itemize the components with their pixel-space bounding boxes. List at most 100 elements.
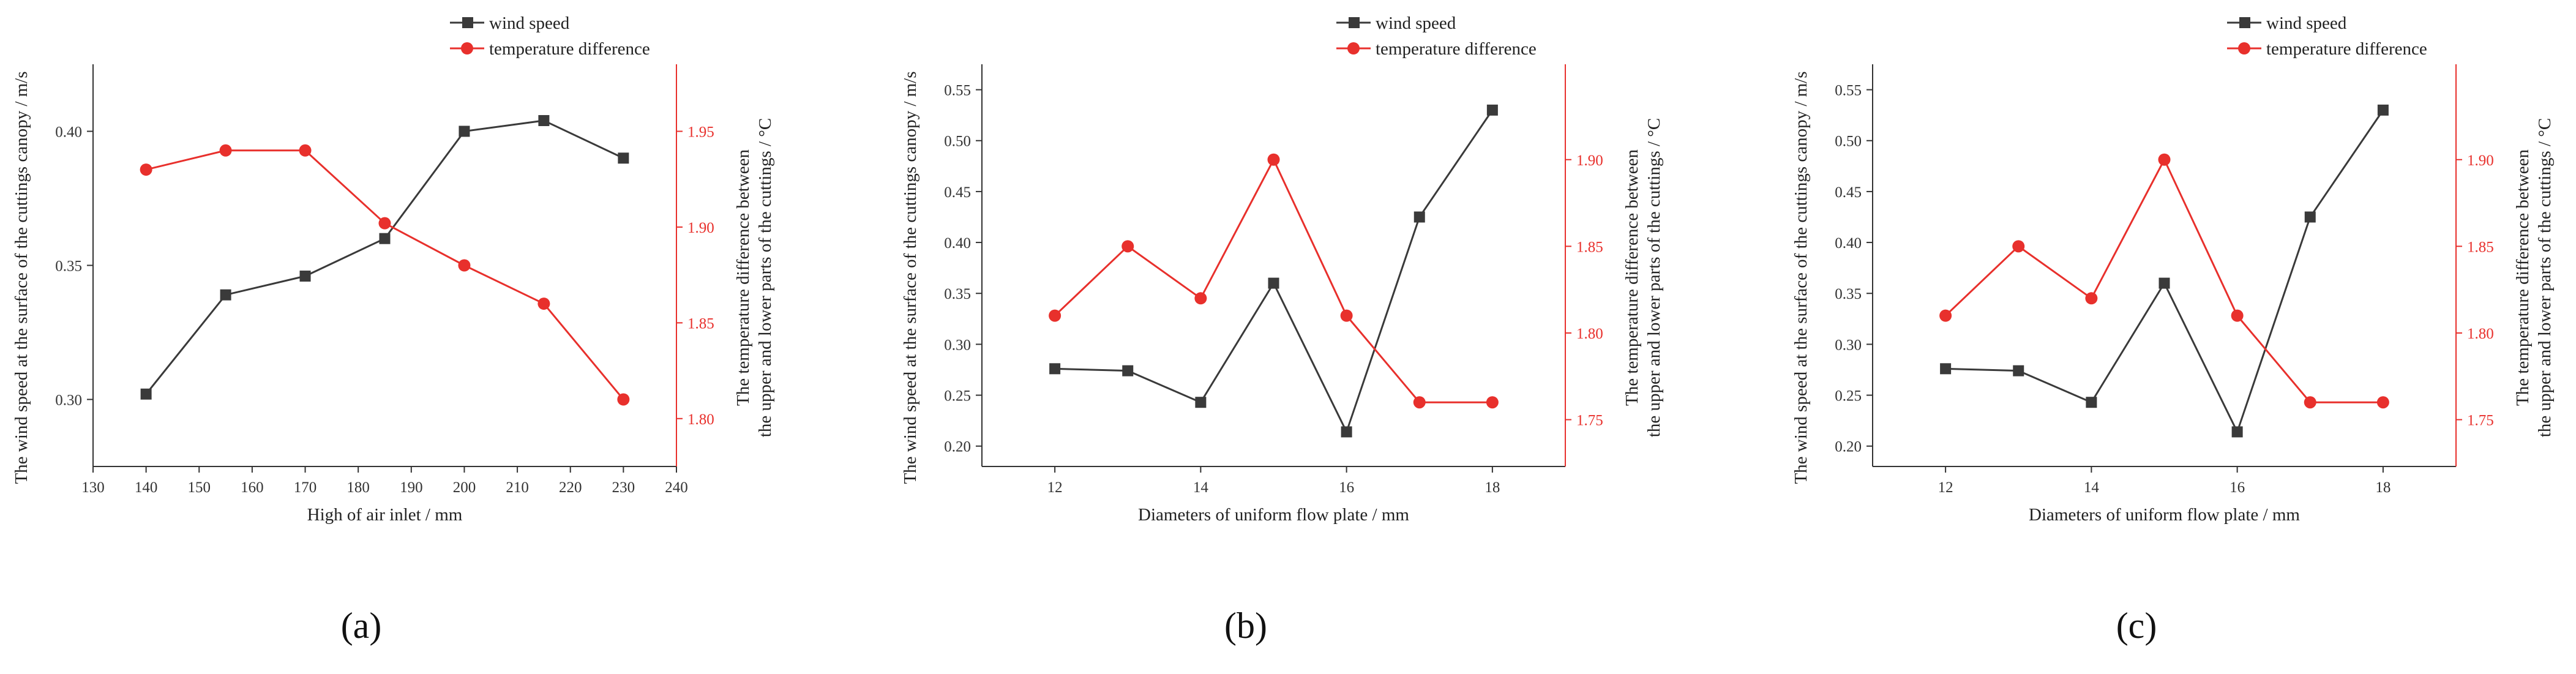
right-y-tick-label: 1.85 — [2467, 239, 2494, 255]
data-point-temperature-difference — [140, 163, 152, 176]
right-y-axis-label-line: the upper and lower parts of the cutting… — [1644, 118, 1664, 437]
x-tick-label: 150 — [188, 479, 211, 496]
legend-marker-circle — [1347, 42, 1360, 54]
legend-marker-circle — [461, 42, 473, 54]
left-y-tick-label: 0.40 — [944, 235, 971, 252]
x-tick-label: 140 — [135, 479, 158, 496]
series-line-wind-speed — [145, 119, 624, 395]
data-point-temperature-difference — [1413, 396, 1426, 409]
x-tick-label: 170 — [294, 479, 317, 496]
data-point-wind-speed — [1195, 397, 1207, 408]
left-y-tick-label: 0.25 — [944, 388, 971, 405]
data-point-wind-speed — [220, 289, 231, 301]
data-point-wind-speed — [1268, 277, 1279, 289]
data-point-temperature-difference — [2012, 240, 2025, 253]
left-y-tick-label: 0.25 — [1835, 388, 1862, 405]
data-point-wind-speed — [299, 271, 311, 282]
right-y-tick-label: 1.90 — [687, 220, 714, 236]
chart-panel-b: 12 14 16 18 0.20 0.25 0.30 0.35 0.40 0.45 0.50 0.55… — [900, 13, 1664, 646]
data-point-wind-speed — [1940, 363, 1952, 375]
legend: wind speed temperature difference — [2227, 13, 2427, 59]
left-y-axis-label: The wind speed at the surface of the cut… — [900, 71, 920, 484]
data-point-wind-speed — [2304, 211, 2316, 223]
data-point-temperature-difference — [1049, 309, 1061, 322]
legend-marker-square — [462, 17, 473, 28]
left-y-tick-label: 0.45 — [1835, 184, 1862, 201]
data-point-wind-speed — [1413, 211, 1425, 223]
data-point-temperature-difference — [2376, 396, 2389, 409]
data-point-wind-speed — [1486, 104, 1498, 116]
data-point-wind-speed — [2013, 365, 2024, 376]
data-point-wind-speed — [1122, 365, 1134, 376]
x-tick-label: 190 — [400, 479, 423, 496]
right-y-tick-label: 1.90 — [2467, 152, 2494, 169]
legend-label: wind speed — [2266, 13, 2347, 33]
data-point-wind-speed — [140, 388, 152, 400]
data-point-temperature-difference — [299, 144, 312, 157]
x-tick-label: 180 — [346, 479, 370, 496]
data-point-temperature-difference — [458, 259, 471, 272]
x-tick-label: 16 — [1339, 479, 1354, 496]
left-y-tick-label: 0.50 — [1835, 133, 1862, 150]
left-y-tick-label: 0.40 — [1835, 235, 1862, 252]
data-point-temperature-difference — [1486, 396, 1499, 409]
x-tick-label: 210 — [506, 479, 529, 496]
panel-label: (a) — [341, 605, 382, 646]
data-point-temperature-difference — [219, 144, 232, 157]
right-y-tick-label: 1.80 — [1576, 326, 1603, 342]
left-y-tick-label: 0.35 — [55, 258, 82, 275]
x-tick-label: 230 — [612, 479, 635, 496]
x-axis-label: Diameters of uniform flow plate / mm — [2029, 505, 2300, 525]
data-point-wind-speed — [618, 152, 629, 164]
x-tick-label: 14 — [2084, 479, 2100, 496]
right-y-tick-label: 1.75 — [2467, 413, 2494, 429]
data-point-wind-speed — [2086, 397, 2097, 408]
left-y-tick-label: 0.30 — [1835, 337, 1862, 353]
data-point-temperature-difference — [617, 393, 630, 406]
panel-label: (b) — [1224, 605, 1267, 646]
right-y-tick-label: 1.75 — [1576, 413, 1603, 429]
data-point-temperature-difference — [2304, 396, 2316, 409]
data-point-temperature-difference — [1194, 292, 1207, 305]
left-y-tick-label: 0.35 — [944, 286, 971, 302]
legend-marker-square — [1349, 17, 1360, 28]
data-point-temperature-difference — [1340, 309, 1353, 322]
left-y-tick-label: 0.30 — [944, 337, 971, 353]
x-tick-label: 14 — [1193, 479, 1209, 496]
right-y-axis-label-line: The temperature difference between — [733, 149, 753, 406]
right-y-tick-label: 1.95 — [687, 124, 714, 141]
x-tick-label: 12 — [1047, 479, 1063, 496]
right-y-tick-label: 1.80 — [687, 411, 714, 428]
legend-label: temperature difference — [2266, 39, 2427, 59]
x-tick-label: 12 — [1938, 479, 1953, 496]
chart-panel-a: 130 140 150 160 170 180 190 200 210 220 230 240 0.30… — [12, 13, 775, 646]
legend-label: temperature difference — [489, 39, 650, 59]
left-y-tick-label: 0.45 — [944, 184, 971, 201]
data-point-wind-speed — [538, 114, 550, 126]
data-point-temperature-difference — [378, 217, 391, 230]
left-y-tick-label: 0.40 — [55, 124, 82, 141]
left-y-tick-label: 0.50 — [944, 133, 971, 150]
right-y-axis-label-line: The temperature difference between — [2513, 149, 2533, 406]
legend: wind speed temperature difference — [1336, 13, 1537, 59]
x-tick-label: 220 — [559, 479, 582, 496]
left-y-tick-label: 0.30 — [55, 392, 82, 409]
legend-label: temperature difference — [1376, 39, 1537, 59]
right-y-tick-label: 1.85 — [687, 315, 714, 332]
data-point-temperature-difference — [1939, 309, 1952, 322]
data-point-wind-speed — [1341, 426, 1352, 438]
right-y-axis-label-line: the upper and lower parts of the cutting… — [755, 118, 775, 437]
legend: wind speed temperature difference — [450, 13, 650, 59]
data-point-wind-speed — [379, 233, 391, 244]
data-point-temperature-difference — [537, 298, 550, 310]
data-point-wind-speed — [2377, 104, 2389, 116]
data-point-temperature-difference — [2231, 309, 2244, 322]
right-y-axis-label-line: the upper and lower parts of the cutting… — [2535, 118, 2555, 437]
legend-marker-square — [2239, 17, 2250, 28]
left-y-tick-label: 0.55 — [1835, 83, 1862, 99]
right-y-tick-label: 1.85 — [1576, 239, 1603, 255]
data-point-wind-speed — [2159, 277, 2170, 289]
x-tick-label: 18 — [1485, 479, 1500, 496]
legend-marker-circle — [2238, 42, 2250, 54]
data-point-wind-speed — [1049, 363, 1061, 375]
